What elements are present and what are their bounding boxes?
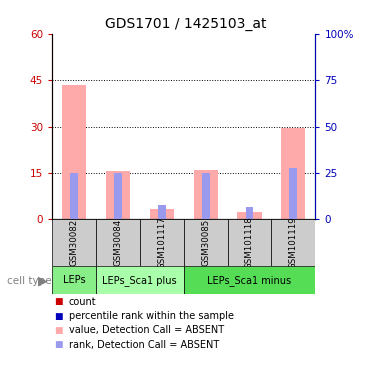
Bar: [184, 219, 227, 266]
Text: GSM101118: GSM101118: [245, 216, 254, 269]
Bar: [227, 219, 272, 266]
Text: GDS1701 / 1425103_at: GDS1701 / 1425103_at: [105, 17, 266, 31]
Bar: [281, 128, 305, 219]
Text: cell type: cell type: [7, 276, 52, 285]
Text: ■: ■: [54, 326, 62, 335]
Text: ■: ■: [54, 312, 62, 321]
Bar: [289, 168, 297, 219]
Bar: [52, 266, 96, 294]
Bar: [237, 211, 262, 219]
Text: LEPs_Sca1 plus: LEPs_Sca1 plus: [102, 275, 177, 286]
Bar: [106, 171, 130, 219]
Bar: [194, 171, 218, 219]
Bar: [150, 209, 174, 219]
Text: percentile rank within the sample: percentile rank within the sample: [69, 311, 234, 321]
Text: value, Detection Call = ABSENT: value, Detection Call = ABSENT: [69, 326, 224, 335]
Text: ■: ■: [54, 297, 62, 306]
Bar: [140, 219, 184, 266]
Text: LEPs: LEPs: [63, 275, 85, 285]
Text: LEPs_Sca1 minus: LEPs_Sca1 minus: [207, 275, 292, 286]
Text: GSM101119: GSM101119: [289, 216, 298, 269]
Text: GSM101117: GSM101117: [157, 216, 166, 269]
Bar: [96, 266, 184, 294]
Bar: [184, 266, 315, 294]
Bar: [70, 173, 78, 219]
Text: count: count: [69, 297, 96, 307]
Bar: [114, 173, 122, 219]
Text: rank, Detection Call = ABSENT: rank, Detection Call = ABSENT: [69, 340, 219, 350]
Text: GSM30082: GSM30082: [69, 219, 78, 266]
Text: GSM30085: GSM30085: [201, 219, 210, 266]
Bar: [62, 85, 86, 219]
Bar: [202, 173, 210, 219]
Bar: [52, 219, 96, 266]
Bar: [272, 219, 315, 266]
Text: GSM30084: GSM30084: [113, 219, 122, 266]
Text: ■: ■: [54, 340, 62, 349]
Bar: [246, 207, 253, 219]
Bar: [96, 219, 140, 266]
Text: ▶: ▶: [38, 274, 47, 287]
Bar: [158, 206, 165, 219]
